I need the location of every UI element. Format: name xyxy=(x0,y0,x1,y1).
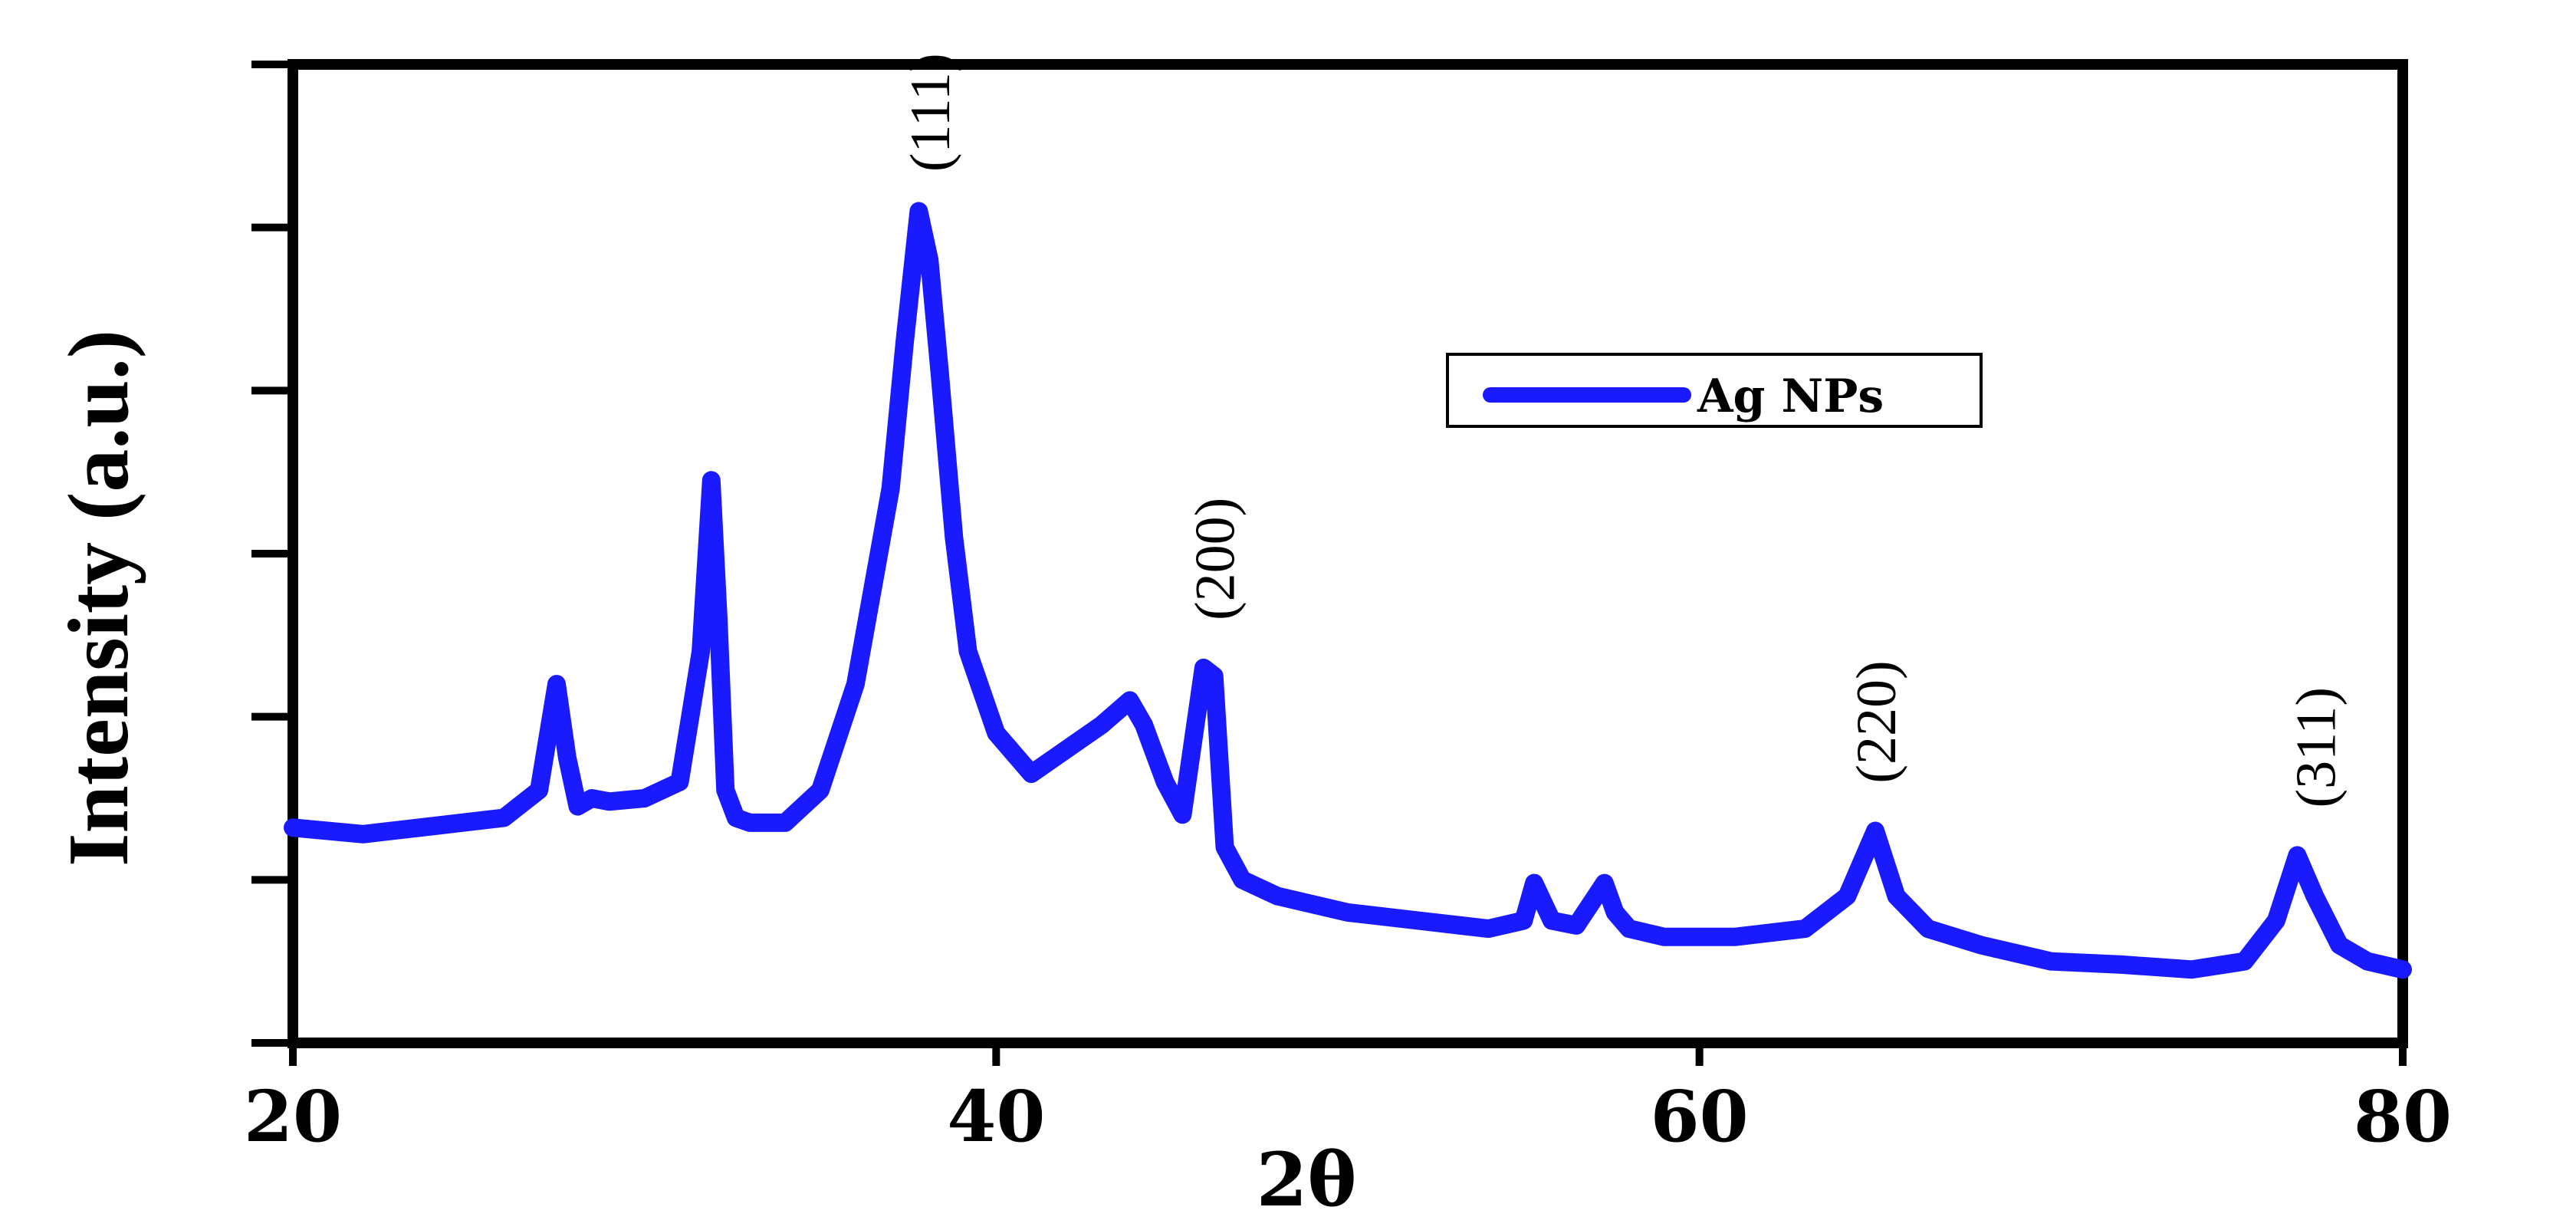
peak-label: (220) xyxy=(1845,660,1908,783)
plot-frame xyxy=(288,59,2408,1048)
peak-label: (200) xyxy=(1184,498,1247,620)
x-tick-label: 20 xyxy=(244,1075,342,1158)
x-tick-label: 60 xyxy=(1651,1075,1749,1158)
peak-label: (111) xyxy=(899,53,962,172)
series-line-ag-nps xyxy=(284,202,2412,979)
x-tick-label: 40 xyxy=(947,1075,1045,1158)
legend: Ag NPs xyxy=(1446,353,1983,428)
legend-entry-label: Ag NPs xyxy=(1697,370,1884,423)
x-axis-title: 2θ xyxy=(1257,1136,1357,1223)
x-tick-label: 80 xyxy=(2354,1075,2452,1158)
peak-annotations: (111) (200) (220) (311) xyxy=(899,53,2348,807)
peak-label: (311) xyxy=(2285,687,2348,808)
y-axis-title: Intensity (a.u.) xyxy=(51,330,146,867)
y-axis-ticks xyxy=(251,61,293,1047)
x-axis-ticks: 20 40 60 80 xyxy=(244,1043,2452,1158)
